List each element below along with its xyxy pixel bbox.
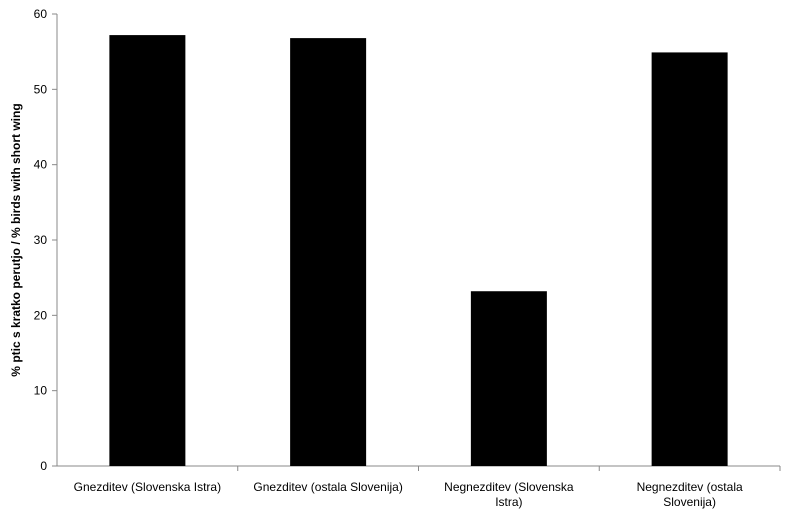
- x-tick-label: Gnezditev (Slovenska Istra): [74, 480, 221, 494]
- y-tick-label: 60: [34, 7, 48, 21]
- bars: [109, 35, 728, 467]
- y-tick-label: 20: [34, 308, 48, 322]
- x-tick-label: Negnezditev (Slovenska Istra): [444, 480, 574, 509]
- y-tick-label: 40: [34, 158, 48, 172]
- labels: 0 10 20 30 40 50 60 Gnezditev (Slovenska Istra)…: [34, 7, 743, 509]
- bar: [290, 38, 367, 467]
- y-tick-label: 30: [34, 233, 48, 247]
- bar: [651, 52, 728, 467]
- x-tick-label: Negnezditev (ostala Slovenija): [637, 480, 743, 509]
- x-tick-label: Gnezditev (ostala Slovenija): [253, 480, 402, 494]
- y-tick-label: 10: [34, 384, 48, 398]
- y-axis-label: % ptic s kratko perutjo / % birds with s…: [9, 103, 23, 376]
- y-tick-label: 50: [34, 82, 48, 96]
- bar: [470, 291, 547, 466]
- bar: [109, 35, 186, 467]
- y-tick-label: 0: [40, 459, 47, 473]
